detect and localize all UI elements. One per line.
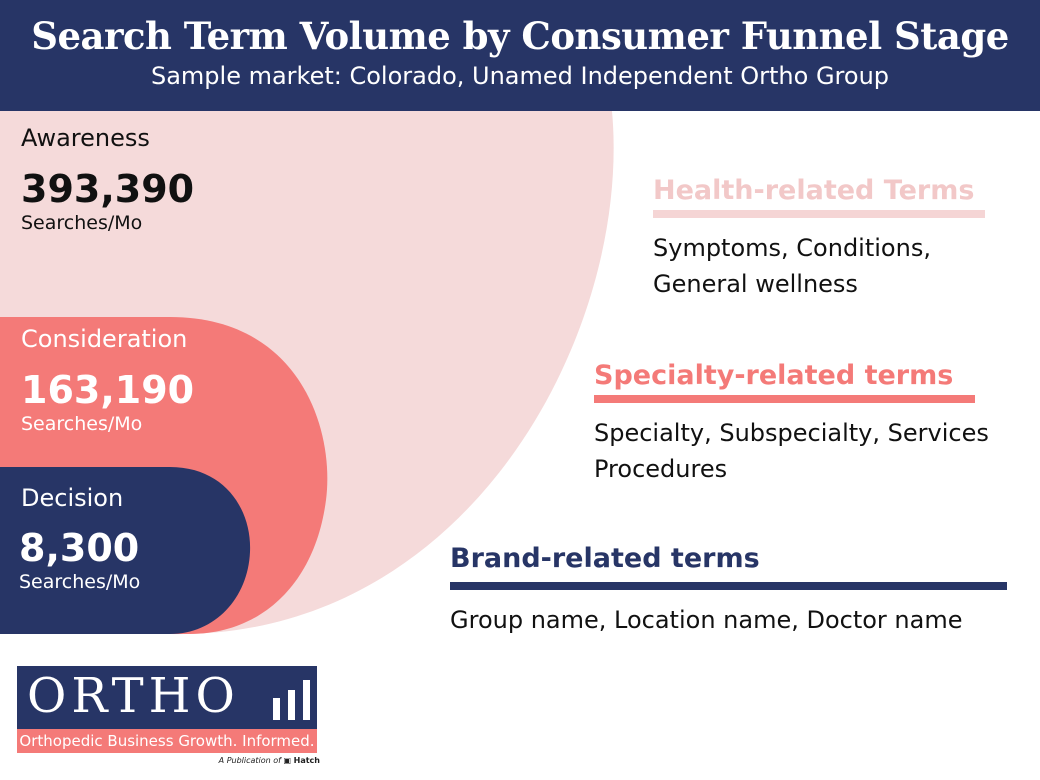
term-heading: Specialty-related terms xyxy=(594,360,954,391)
stage-value: 393,390 xyxy=(21,167,195,211)
publication-prefix: A Publication of xyxy=(218,756,281,765)
term-underline xyxy=(653,210,985,218)
stage-decision: Decision 8,300 Searches/Mo xyxy=(19,484,140,593)
stage-value: 8,300 xyxy=(19,526,140,570)
publication-credit: A Publication of ▣ Hatch xyxy=(200,756,320,765)
logo-tagline: Orthopedic Business Growth. Informed. xyxy=(17,729,317,753)
term-description: Specialty, Subspecialty, Services Proced… xyxy=(594,415,989,487)
stage-unit: Searches/Mo xyxy=(21,212,143,234)
publication-brand: Hatch xyxy=(293,756,320,765)
header-banner: Search Term Volume by Consumer Funnel St… xyxy=(0,0,1040,111)
bar-chart-icon xyxy=(273,680,310,720)
term-line: Specialty, Subspecialty, Services xyxy=(594,419,989,447)
term-specialty: Specialty-related terms Specialty, Subsp… xyxy=(594,360,989,487)
term-brand: Brand-related terms Group name, Location… xyxy=(450,543,1007,638)
stage-value: 163,190 xyxy=(21,368,195,412)
page-subtitle: Sample market: Colorado, Unamed Independ… xyxy=(150,62,890,90)
term-health: Health-related Terms Symptoms, Condition… xyxy=(653,175,985,302)
stage-awareness: Awareness 393,390 Searches/Mo xyxy=(21,124,194,234)
term-heading: Health-related Terms xyxy=(653,175,975,206)
term-underline xyxy=(594,395,975,403)
stage-name: Decision xyxy=(21,484,124,512)
stage-unit: Searches/Mo xyxy=(21,413,143,435)
stage-consideration: Consideration 163,190 Searches/Mo xyxy=(21,325,194,435)
term-line: Group name, Location name, Doctor name xyxy=(450,606,963,634)
term-line: Symptoms, Conditions, xyxy=(653,234,931,262)
stage-name: Awareness xyxy=(21,124,150,152)
term-heading: Brand-related terms xyxy=(450,543,760,574)
ortho-logo: ORTHO Orthopedic Business Growth. Inform… xyxy=(17,666,317,753)
term-line: General wellness xyxy=(653,270,858,298)
decision-shape xyxy=(0,467,251,634)
term-description: Symptoms, Conditions, General wellness xyxy=(653,230,985,302)
hatch-icon: ▣ xyxy=(283,756,292,765)
funnel-diagram xyxy=(0,111,614,635)
term-line: Procedures xyxy=(594,455,728,483)
stage-unit: Searches/Mo xyxy=(19,571,141,593)
stage-name: Consideration xyxy=(21,325,188,353)
term-underline xyxy=(450,582,1007,590)
logo-wordmark: ORTHO xyxy=(27,668,240,724)
term-description: Group name, Location name, Doctor name xyxy=(450,602,1007,638)
page-title: Search Term Volume by Consumer Funnel St… xyxy=(31,14,1009,58)
